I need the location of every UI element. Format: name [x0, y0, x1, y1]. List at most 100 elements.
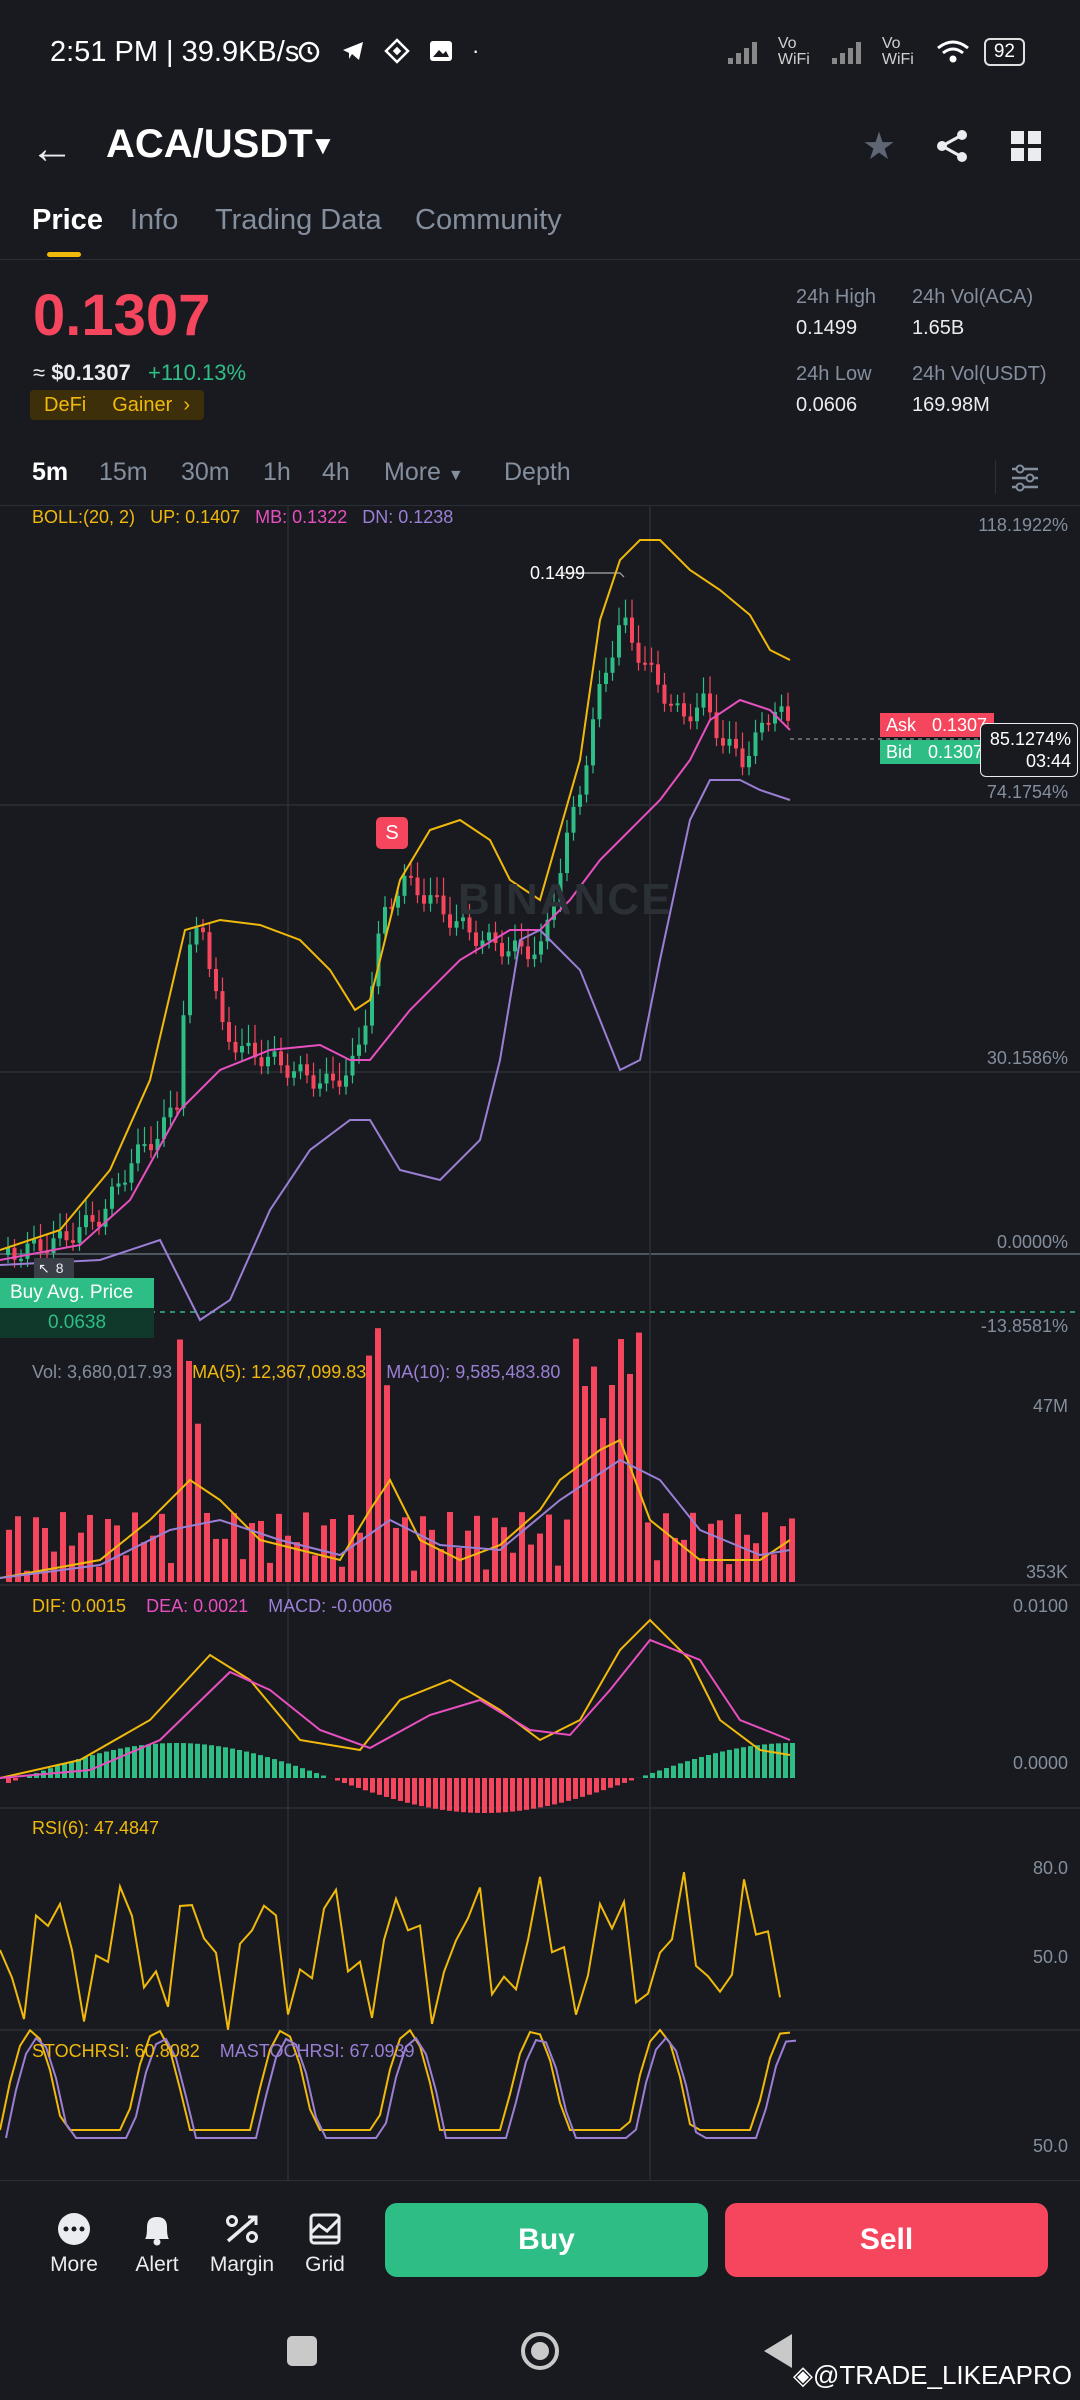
margin-action[interactable]: Margin [202, 2211, 282, 2277]
candle [110, 1186, 114, 1209]
volume-bar [789, 1518, 795, 1582]
macd-histogram-bar [643, 1775, 648, 1778]
volume-bar [240, 1559, 246, 1582]
status-icons: · [296, 38, 479, 64]
tag-gainer[interactable]: Gainer › [112, 394, 190, 417]
ask-label: Ask [886, 714, 917, 735]
macd-histogram-bar [279, 1761, 284, 1778]
axis-label-3: 30.1586% [986, 1048, 1068, 1068]
candle [604, 672, 608, 685]
candle [422, 895, 426, 904]
kline-chart[interactable] [0, 505, 1080, 2180]
ask-value: 0.1307 [932, 714, 988, 735]
volume-bar [177, 1339, 183, 1582]
macd-histogram-bar [363, 1778, 368, 1791]
volume-bar [213, 1538, 219, 1582]
share-icon[interactable] [934, 128, 970, 164]
interval-15m[interactable]: 15m [99, 458, 148, 486]
interval-5m[interactable]: 5m [32, 458, 69, 486]
back-triangle-icon[interactable] [762, 2332, 794, 2370]
candle [656, 664, 660, 685]
macd-histogram-bar [132, 1746, 137, 1778]
vol-axis-top: 47M [1032, 1396, 1068, 1416]
alert-action[interactable]: Alert [117, 2211, 197, 2277]
grid-action[interactable]: Grid [285, 2211, 365, 2277]
macd-histogram-bar [594, 1778, 599, 1793]
volume-bar [123, 1555, 129, 1582]
binance-diamond-icon: ◈ [792, 2360, 813, 2390]
interval-4h[interactable]: 4h [322, 458, 350, 486]
macd-histogram-bar [62, 1763, 67, 1778]
volume-bar [438, 1549, 444, 1582]
grid-layout-icon[interactable] [1010, 130, 1042, 162]
candle [383, 906, 387, 934]
tab-trading-data[interactable]: Trading Data [215, 204, 382, 236]
sell-button[interactable]: Sell [725, 2203, 1048, 2277]
candle [695, 707, 699, 722]
bell-icon [145, 2217, 169, 2246]
volume-bar [33, 1517, 39, 1582]
volume-bar [321, 1525, 327, 1582]
interval-1h[interactable]: 1h [263, 458, 291, 486]
vol-ma5: MA(5): 12,367,099.83 [192, 1362, 367, 1382]
candle [318, 1083, 322, 1089]
tag-defi[interactable]: DeFi [44, 393, 87, 416]
macd-histogram-bar [762, 1744, 767, 1778]
volume-bar [402, 1517, 408, 1582]
buy-avg-price-tag[interactable]: Buy Avg. Price 0.0638 [0, 1278, 154, 1338]
home-button[interactable] [521, 2332, 559, 2370]
candle [285, 1065, 290, 1078]
candle [734, 738, 738, 749]
recents-button[interactable] [287, 2336, 317, 2366]
candle [415, 877, 420, 896]
interval-more[interactable]: More ▼ [384, 458, 464, 487]
order-count-tag[interactable]: ↖ 8 [34, 1258, 74, 1278]
telegram-icon [343, 42, 363, 60]
fiat-price: ≈ $0.1307 [33, 360, 131, 386]
tag-row[interactable]: DeFi Gainer › [30, 390, 205, 420]
macd-axis-zero: 0.0000 [1012, 1753, 1068, 1773]
candle [227, 1022, 231, 1042]
caret-down-icon: ▼ [447, 467, 464, 484]
interval-30m[interactable]: 30m [181, 458, 230, 486]
candle [181, 1015, 186, 1109]
candle [331, 1073, 335, 1081]
depth-tab[interactable]: Depth [504, 458, 571, 486]
macd-histogram-bar [559, 1778, 564, 1803]
volume-bar [276, 1513, 282, 1582]
last-price: 0.1307 [33, 283, 211, 348]
candle [597, 684, 602, 720]
caret-down-icon[interactable]: ▼ [310, 130, 336, 160]
tab-price[interactable]: Price [32, 204, 103, 236]
pair-title[interactable]: ACA/USDT [106, 122, 313, 166]
macd-histogram-bar [377, 1778, 382, 1795]
macd-histogram-bar [251, 1753, 256, 1778]
volume-bar [204, 1513, 210, 1582]
macd-histogram-bar [83, 1757, 88, 1778]
system-nav-bar: ◈@TRADE_LIKEAPRO [0, 2310, 1080, 2400]
candle [441, 895, 446, 915]
candle [370, 986, 374, 1026]
tab-info[interactable]: Info [130, 204, 179, 236]
candle [740, 748, 745, 768]
candle [84, 1215, 88, 1228]
more-action[interactable]: More [34, 2211, 114, 2277]
tab-community[interactable]: Community [415, 204, 562, 236]
macd-histogram-bar [293, 1765, 298, 1778]
candle [578, 794, 582, 807]
macd-histogram-bar [412, 1778, 417, 1805]
low-label: 24h Low [796, 363, 872, 385]
macd-histogram-bar [517, 1778, 522, 1811]
star-icon[interactable]: ★ [862, 126, 897, 168]
macd-histogram-bar [153, 1743, 158, 1778]
macd-histogram-bar [475, 1778, 480, 1813]
volume-bar [150, 1535, 156, 1582]
buy-button[interactable]: Buy [385, 2203, 708, 2277]
chart-settings-icon[interactable] [1010, 464, 1040, 492]
candle [610, 657, 615, 673]
volume-bar [528, 1544, 534, 1582]
macd-histogram-bar [6, 1778, 11, 1783]
sell-marker[interactable]: S [376, 817, 408, 849]
back-arrow-icon[interactable]: ← [30, 124, 74, 173]
axis-label-4: 0.0000% [996, 1232, 1068, 1252]
